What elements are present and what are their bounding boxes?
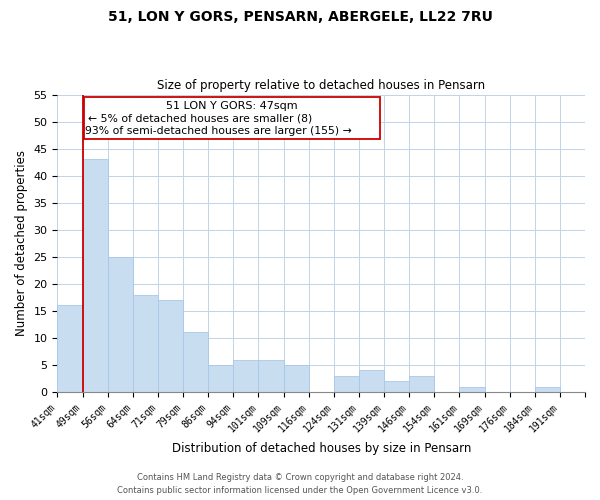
FancyBboxPatch shape: [84, 96, 380, 139]
Bar: [409, 376, 434, 392]
Bar: [384, 381, 409, 392]
Bar: [158, 300, 183, 392]
Bar: [233, 360, 259, 392]
Bar: [259, 360, 284, 392]
Bar: [58, 306, 83, 392]
Y-axis label: Number of detached properties: Number of detached properties: [15, 150, 28, 336]
Bar: [107, 257, 133, 392]
Text: 93% of semi-detached houses are larger (155) →: 93% of semi-detached houses are larger (…: [85, 126, 352, 136]
Text: Contains HM Land Registry data © Crown copyright and database right 2024.
Contai: Contains HM Land Registry data © Crown c…: [118, 474, 482, 495]
Bar: [334, 376, 359, 392]
Text: 51 LON Y GORS: 47sqm: 51 LON Y GORS: 47sqm: [166, 101, 298, 111]
Title: Size of property relative to detached houses in Pensarn: Size of property relative to detached ho…: [157, 79, 485, 92]
Bar: [359, 370, 384, 392]
Bar: [284, 365, 308, 392]
Bar: [208, 365, 233, 392]
Bar: [183, 332, 208, 392]
Bar: [460, 386, 485, 392]
Text: 51, LON Y GORS, PENSARN, ABERGELE, LL22 7RU: 51, LON Y GORS, PENSARN, ABERGELE, LL22 …: [107, 10, 493, 24]
Bar: [133, 294, 158, 392]
Text: ← 5% of detached houses are smaller (8): ← 5% of detached houses are smaller (8): [88, 114, 312, 124]
Bar: [83, 160, 107, 392]
X-axis label: Distribution of detached houses by size in Pensarn: Distribution of detached houses by size …: [172, 442, 471, 455]
Bar: [535, 386, 560, 392]
